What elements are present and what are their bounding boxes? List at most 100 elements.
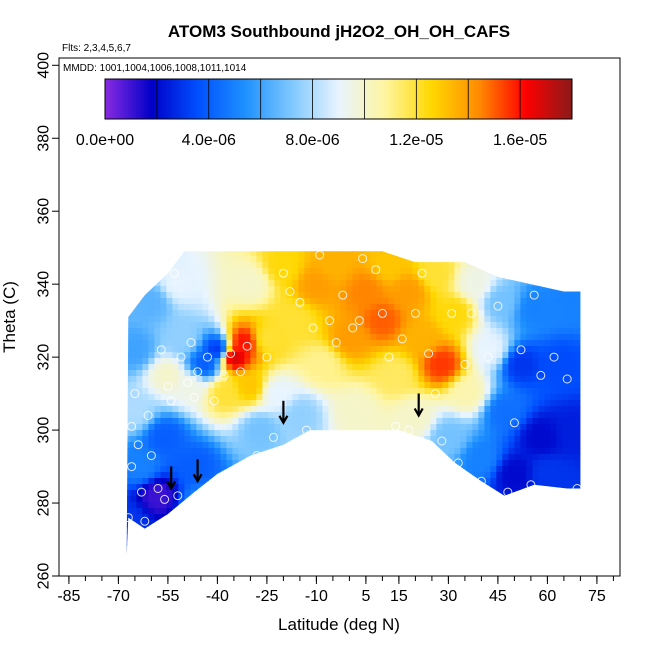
heatmap-cell — [130, 346, 137, 353]
heatmap-cell — [262, 394, 269, 401]
heatmap-cell — [178, 328, 185, 335]
heatmap-cell — [184, 298, 191, 305]
heatmap-cell — [256, 256, 263, 263]
heatmap-cell — [184, 376, 191, 383]
heatmap-cell — [448, 322, 455, 329]
heatmap-cell — [358, 298, 365, 305]
heatmap-cell — [538, 520, 545, 527]
heatmap-cell — [148, 526, 155, 533]
heatmap-cell — [238, 268, 245, 275]
heatmap-cell — [388, 280, 395, 287]
heatmap-cell — [148, 274, 155, 281]
heatmap-cell — [268, 508, 275, 515]
heatmap-cell — [442, 448, 449, 455]
heatmap-cell — [586, 304, 593, 311]
heatmap-cell — [136, 508, 143, 515]
heatmap-cell — [118, 316, 125, 323]
heatmap-cell — [262, 544, 269, 551]
heatmap-cell — [148, 496, 155, 503]
heatmap-cell — [118, 376, 125, 383]
heatmap-cell — [238, 502, 245, 509]
heatmap-cell — [586, 394, 593, 401]
heatmap-cell — [520, 490, 527, 497]
colorbar-segment — [258, 79, 262, 119]
heatmap-cell — [580, 412, 587, 419]
heatmap-cell — [310, 251, 317, 257]
heatmap-cell — [388, 544, 395, 551]
heatmap-cell — [286, 466, 293, 473]
heatmap-cell — [550, 430, 557, 437]
heatmap-cell — [280, 544, 287, 551]
heatmap-cell — [238, 484, 245, 491]
heatmap-cell — [238, 274, 245, 281]
heatmap-cell — [424, 388, 431, 395]
heatmap-cell — [376, 406, 383, 413]
heatmap-cell — [340, 244, 347, 251]
observation-point — [160, 494, 170, 504]
heatmap-cell — [298, 316, 305, 323]
heatmap-cell — [406, 544, 413, 551]
heatmap-cell — [286, 334, 293, 341]
heatmap-cell — [184, 418, 191, 425]
heatmap-cell — [544, 256, 551, 263]
heatmap-cell — [514, 274, 521, 281]
colorbar-segment — [372, 79, 376, 119]
heatmap-cell — [154, 478, 161, 485]
heatmap-cell — [334, 478, 341, 485]
heatmap-cell — [448, 268, 455, 275]
observation-point — [166, 396, 176, 406]
heatmap-cell — [250, 496, 257, 503]
heatmap-cell — [334, 526, 341, 533]
heatmap-cell — [280, 496, 287, 503]
heatmap-cell — [322, 388, 329, 395]
heatmap-cell — [274, 460, 281, 467]
heatmap-cell — [496, 478, 503, 485]
heatmap-cell — [310, 550, 317, 555]
heatmap-cell — [478, 364, 485, 371]
heatmap-cell — [526, 262, 533, 269]
heatmap-cell — [238, 544, 245, 551]
heatmap-cell — [304, 508, 311, 515]
heatmap-cell — [502, 430, 509, 437]
heatmap-cell — [280, 478, 287, 485]
colorbar-segment — [328, 79, 332, 119]
heatmap-cell — [406, 472, 413, 479]
heatmap-cell — [166, 364, 173, 371]
heatmap-cell — [358, 436, 365, 443]
heatmap-cell — [352, 286, 359, 293]
heatmap-cell — [478, 370, 485, 377]
heatmap-cell — [292, 388, 299, 395]
heatmap-cell — [358, 256, 365, 263]
observation-point — [358, 254, 368, 264]
heatmap-cell — [250, 448, 257, 455]
heatmap-cell — [280, 532, 287, 539]
heatmap-cell — [568, 382, 575, 389]
heatmap-cell — [304, 268, 311, 275]
heatmap-cell — [190, 328, 197, 335]
heatmap-cell — [508, 340, 515, 347]
heatmap-cell — [550, 251, 557, 257]
heatmap-cell — [490, 430, 497, 437]
heatmap-cell — [256, 538, 263, 545]
heatmap-cell — [292, 364, 299, 371]
heatmap-cell — [586, 268, 593, 275]
heatmap-cell — [202, 466, 209, 473]
heatmap-cell — [478, 478, 485, 485]
heatmap-cell — [148, 484, 155, 491]
heatmap-cell — [430, 502, 437, 509]
heatmap-cell — [220, 340, 227, 347]
colorbar-segment — [476, 79, 479, 119]
heatmap-cell — [160, 526, 167, 533]
heatmap-cell — [478, 340, 485, 347]
heatmap-cell — [340, 376, 347, 383]
heatmap-cell — [424, 460, 431, 467]
heatmap-cell — [202, 352, 209, 359]
heatmap-cell — [256, 388, 263, 395]
heatmap-cell — [220, 310, 227, 317]
heatmap-cell — [442, 532, 449, 539]
colorbar-segment — [561, 79, 565, 119]
heatmap-cell — [346, 538, 353, 545]
heatmap-cell — [436, 298, 443, 305]
heatmap-cell — [382, 532, 389, 539]
heatmap-cell — [280, 484, 287, 491]
